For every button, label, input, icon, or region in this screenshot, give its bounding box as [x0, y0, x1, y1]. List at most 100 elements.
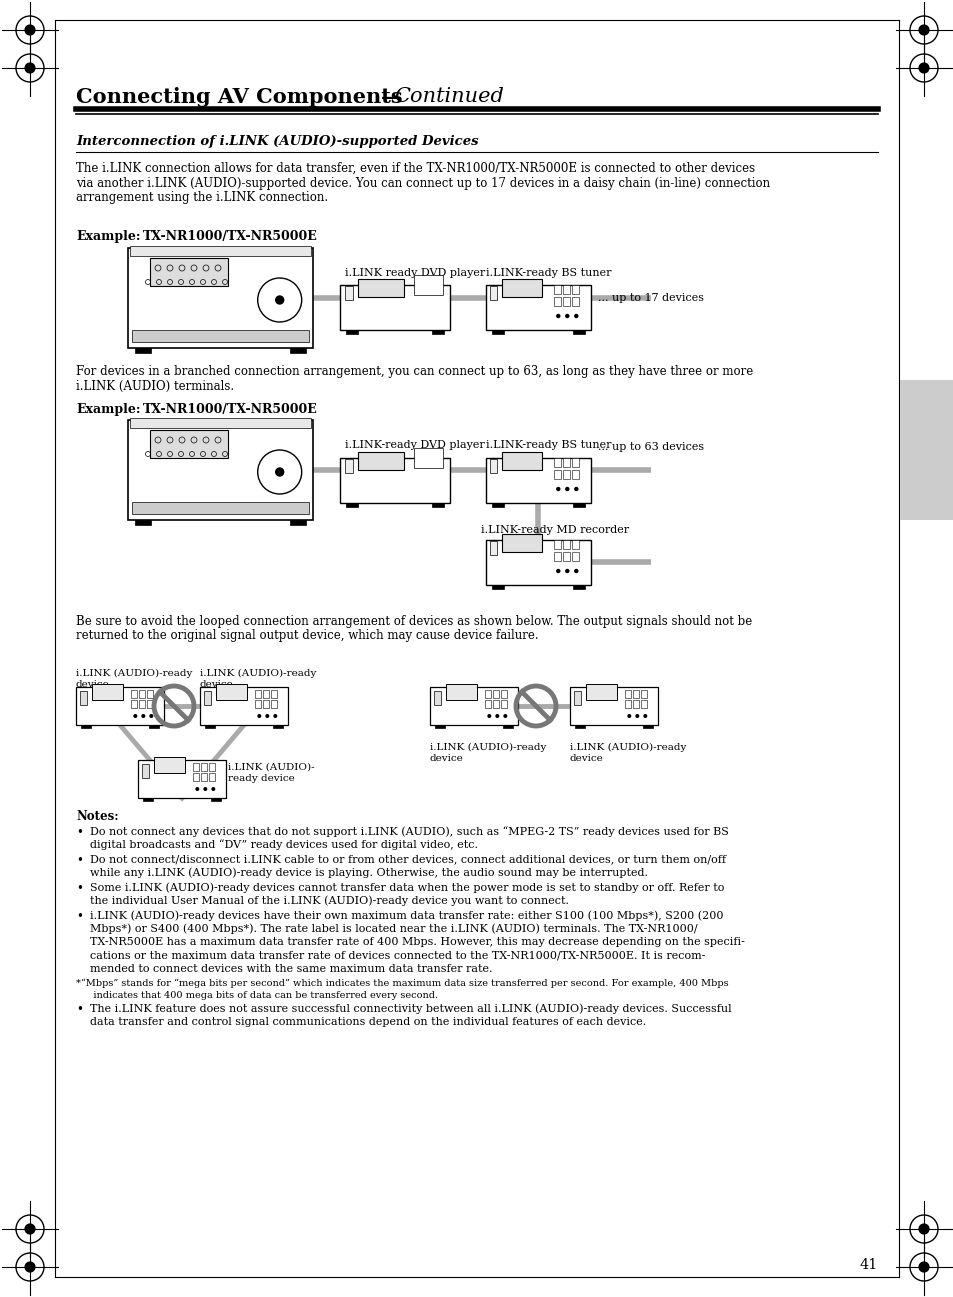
Bar: [290, 348, 306, 353]
Bar: [132, 502, 309, 514]
Circle shape: [557, 488, 559, 490]
Circle shape: [557, 314, 559, 318]
Circle shape: [918, 1262, 928, 1272]
Bar: [492, 329, 503, 335]
Bar: [271, 690, 276, 698]
Text: i.LINK (AUDIO)-ready: i.LINK (AUDIO)-ready: [76, 669, 193, 678]
Text: TX-NR5000E has a maximum data transfer rate of 400 Mbps. However, this may decre: TX-NR5000E has a maximum data transfer r…: [90, 936, 744, 947]
Circle shape: [257, 715, 260, 717]
Circle shape: [257, 278, 301, 322]
Bar: [632, 690, 638, 698]
Circle shape: [918, 64, 928, 73]
Circle shape: [275, 296, 283, 303]
Bar: [430, 687, 517, 725]
Circle shape: [643, 715, 646, 717]
Circle shape: [557, 569, 559, 572]
Bar: [485, 540, 590, 585]
Text: The i.LINK feature does not assure successful connectivity between all i.LINK (A: The i.LINK feature does not assure succe…: [90, 1004, 731, 1014]
Text: indicates that 400 mega bits of data can be transferred every second.: indicates that 400 mega bits of data can…: [84, 991, 437, 1000]
Text: •: •: [76, 910, 83, 923]
Bar: [435, 725, 444, 728]
Text: Interconnection of i.LINK (AUDIO)-supported Devices: Interconnection of i.LINK (AUDIO)-suppor…: [76, 135, 478, 148]
Bar: [485, 458, 590, 503]
Bar: [446, 684, 476, 700]
Circle shape: [25, 64, 35, 73]
Bar: [131, 700, 136, 708]
Bar: [346, 503, 357, 507]
Bar: [573, 503, 584, 507]
Bar: [81, 725, 91, 728]
Bar: [273, 725, 283, 728]
Bar: [345, 287, 353, 300]
Bar: [501, 451, 541, 470]
Bar: [554, 297, 560, 306]
Bar: [153, 757, 185, 773]
Text: Some i.LINK (AUDIO)-ready devices cannot transfer data when the power mode is se: Some i.LINK (AUDIO)-ready devices cannot…: [90, 882, 723, 892]
Bar: [624, 690, 630, 698]
Circle shape: [275, 468, 283, 476]
Circle shape: [488, 715, 490, 717]
Bar: [642, 725, 652, 728]
Bar: [205, 725, 214, 728]
Text: The i.LINK connection allows for data transfer, even if the TX-NR1000/TX-NR5000E: The i.LINK connection allows for data tr…: [76, 162, 755, 175]
Bar: [414, 275, 443, 294]
Bar: [500, 700, 506, 708]
Bar: [135, 348, 151, 353]
Circle shape: [274, 715, 276, 717]
Bar: [432, 329, 443, 335]
Text: TX-NR1000/TX-NR5000E: TX-NR1000/TX-NR5000E: [143, 403, 317, 416]
Bar: [132, 329, 309, 342]
Bar: [135, 520, 151, 525]
Bar: [624, 700, 630, 708]
Text: •: •: [76, 882, 83, 895]
Text: device: device: [569, 754, 603, 763]
Text: •: •: [76, 853, 83, 866]
Bar: [150, 431, 228, 458]
Bar: [554, 458, 560, 467]
Bar: [211, 798, 221, 802]
Bar: [80, 691, 87, 706]
Bar: [492, 503, 503, 507]
Bar: [632, 700, 638, 708]
Bar: [209, 763, 214, 770]
Text: i.LINK-ready MD recorder: i.LINK-ready MD recorder: [480, 525, 628, 534]
Bar: [899, 380, 953, 520]
Circle shape: [575, 314, 578, 318]
Bar: [492, 700, 498, 708]
Text: i.LINK-ready BS tuner: i.LINK-ready BS tuner: [485, 440, 611, 450]
Bar: [128, 420, 313, 520]
Bar: [200, 687, 288, 725]
Text: Notes:: Notes:: [76, 811, 118, 824]
Text: arrangement using the i.LINK connection.: arrangement using the i.LINK connection.: [76, 191, 328, 204]
Bar: [357, 279, 404, 297]
Circle shape: [575, 569, 578, 572]
Circle shape: [195, 787, 198, 790]
Circle shape: [627, 715, 630, 717]
Circle shape: [204, 787, 207, 790]
Text: For devices in a branched connection arrangement, you can connect up to 63, as l: For devices in a branched connection arr…: [76, 364, 753, 377]
Circle shape: [266, 715, 269, 717]
Text: Example:: Example:: [76, 230, 140, 243]
Circle shape: [212, 787, 214, 790]
Text: i.LINK (AUDIO)-: i.LINK (AUDIO)-: [228, 763, 314, 772]
Bar: [572, 285, 578, 294]
Bar: [569, 687, 658, 725]
Text: the individual User Manual of the i.LINK (AUDIO)-ready device you want to connec: the individual User Manual of the i.LINK…: [90, 895, 568, 907]
Bar: [573, 329, 584, 335]
Text: digital broadcasts and “DV” ready devices used for digital video, etc.: digital broadcasts and “DV” ready device…: [90, 839, 477, 851]
Text: Do not connect/disconnect i.LINK cable to or from other devices, connect additio: Do not connect/disconnect i.LINK cable t…: [90, 853, 725, 864]
Circle shape: [918, 1224, 928, 1233]
Text: via another i.LINK (AUDIO)-supported device. You can connect up to 17 devices in: via another i.LINK (AUDIO)-supported dev…: [76, 176, 769, 189]
Bar: [554, 470, 560, 479]
Circle shape: [25, 1262, 35, 1272]
Text: *“Mbps” stands for “mega bits per second” which indicates the maximum data size : *“Mbps” stands for “mega bits per second…: [76, 978, 728, 988]
Text: i.LINK ready DVD player: i.LINK ready DVD player: [345, 268, 485, 278]
Bar: [128, 248, 313, 348]
Text: TX-NR1000/TX-NR5000E: TX-NR1000/TX-NR5000E: [143, 230, 317, 243]
Bar: [346, 329, 357, 335]
Text: device: device: [430, 754, 463, 763]
Bar: [193, 773, 198, 781]
Bar: [209, 773, 214, 781]
Bar: [572, 553, 578, 562]
Bar: [142, 764, 149, 778]
